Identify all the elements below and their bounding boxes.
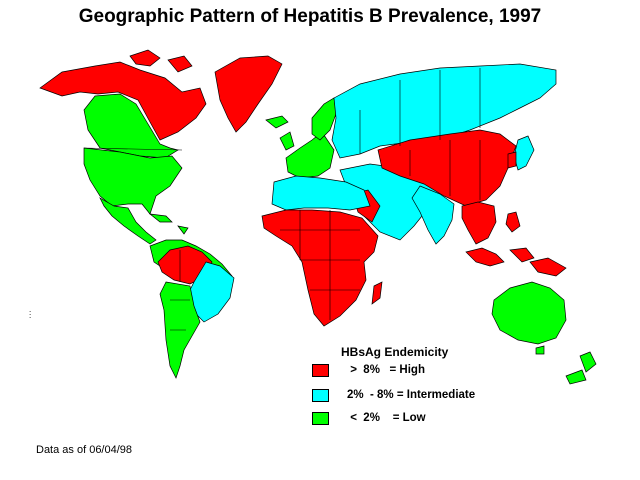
legend-swatch-intermediate: [312, 388, 329, 402]
region-western-europe: [285, 131, 335, 179]
region-greenland: [214, 55, 283, 133]
map-title: Geographic Pattern of Hepatitis B Preval…: [78, 6, 542, 27]
legend-item-low: < 2% = Low: [312, 410, 426, 426]
region-alaska-canada: [39, 61, 207, 141]
legend-label-intermediate: 2% - 8% = Intermediate: [347, 389, 476, 401]
region-usa: [83, 147, 183, 215]
region-brazil: [187, 261, 235, 323]
legend-swatch-high: [312, 363, 329, 377]
legend-label-low: < 2% = Low: [347, 412, 426, 424]
region-southeast-asia: [461, 201, 497, 245]
region-new-zealand: [565, 351, 597, 385]
region-canada-south: [83, 93, 179, 159]
region-china-mongolia: [377, 129, 517, 207]
region-north-africa: [271, 175, 371, 211]
region-iceland: [265, 115, 289, 129]
legend-title: HBsAg Endemicity: [341, 345, 449, 359]
legend-swatch-low: [312, 411, 329, 425]
region-uk: [279, 131, 295, 151]
region-india: [411, 185, 455, 245]
region-indonesia: [465, 247, 567, 277]
country-borders: [83, 68, 481, 331]
region-japan: [513, 135, 535, 171]
region-australia: [491, 281, 567, 345]
region-madagascar: [371, 281, 383, 305]
region-tasmania: [535, 345, 545, 355]
region-scandinavia: [311, 97, 337, 141]
region-sub-saharan-africa: [261, 209, 379, 327]
stray-dots: ...: [29, 305, 32, 320]
legend-item-intermediate: 2% - 8% = Intermediate: [312, 387, 475, 403]
region-caribbean: [148, 213, 189, 235]
region-arctic-islands: [129, 49, 193, 73]
region-eastern-europe-russia: [331, 63, 557, 159]
data-date-footnote: Data as of 06/04/98: [36, 444, 133, 456]
legend-item-high: > 8% = High: [312, 362, 425, 378]
region-philippines: [505, 211, 521, 233]
legend-label-high: > 8% = High: [347, 364, 425, 376]
region-mexico-central-america: [99, 197, 157, 245]
region-korea: [507, 151, 517, 169]
